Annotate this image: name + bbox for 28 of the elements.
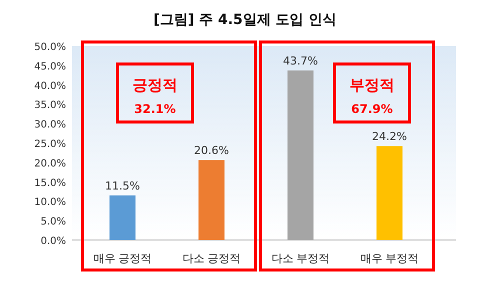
data-label: 24.2% <box>372 130 407 144</box>
annotation: 67.9% <box>351 102 393 116</box>
y-tick-label: 5.0% <box>40 216 66 228</box>
x-tick-label: 다소 부정적 <box>271 252 330 265</box>
y-tick-label: 20.0% <box>34 158 66 170</box>
chart-title: [그림] 주 4.5일제 도입 인식 <box>153 12 337 28</box>
data-label: 20.6% <box>194 144 229 158</box>
y-tick-label: 25.0% <box>34 139 66 150</box>
x-tick-label: 매우 긍정적 <box>93 252 152 265</box>
data-label: 43.7% <box>283 54 318 68</box>
y-tick-label: 40.0% <box>34 80 66 92</box>
annotation: 32.1% <box>134 102 176 116</box>
annotation: 긍정적 <box>132 76 178 94</box>
bar <box>288 70 314 240</box>
x-tick-label: 다소 긍정적 <box>182 252 241 265</box>
y-tick-label: 50.0% <box>34 42 66 53</box>
y-tick-label: 0.0% <box>40 236 66 247</box>
bar <box>198 160 224 240</box>
bar <box>110 195 136 240</box>
data-label: 11.5% <box>105 179 140 192</box>
annotation: 부정적 <box>350 76 394 94</box>
x-tick-label: 매우 부정적 <box>360 252 419 265</box>
y-tick-label: 45.0% <box>34 61 66 72</box>
y-tick-label: 15.0% <box>34 178 66 189</box>
y-tick-label: 35.0% <box>34 100 66 112</box>
y-tick-label: 10.0% <box>34 197 66 208</box>
bar <box>376 146 402 240</box>
y-tick-label: 30.0% <box>34 120 66 131</box>
